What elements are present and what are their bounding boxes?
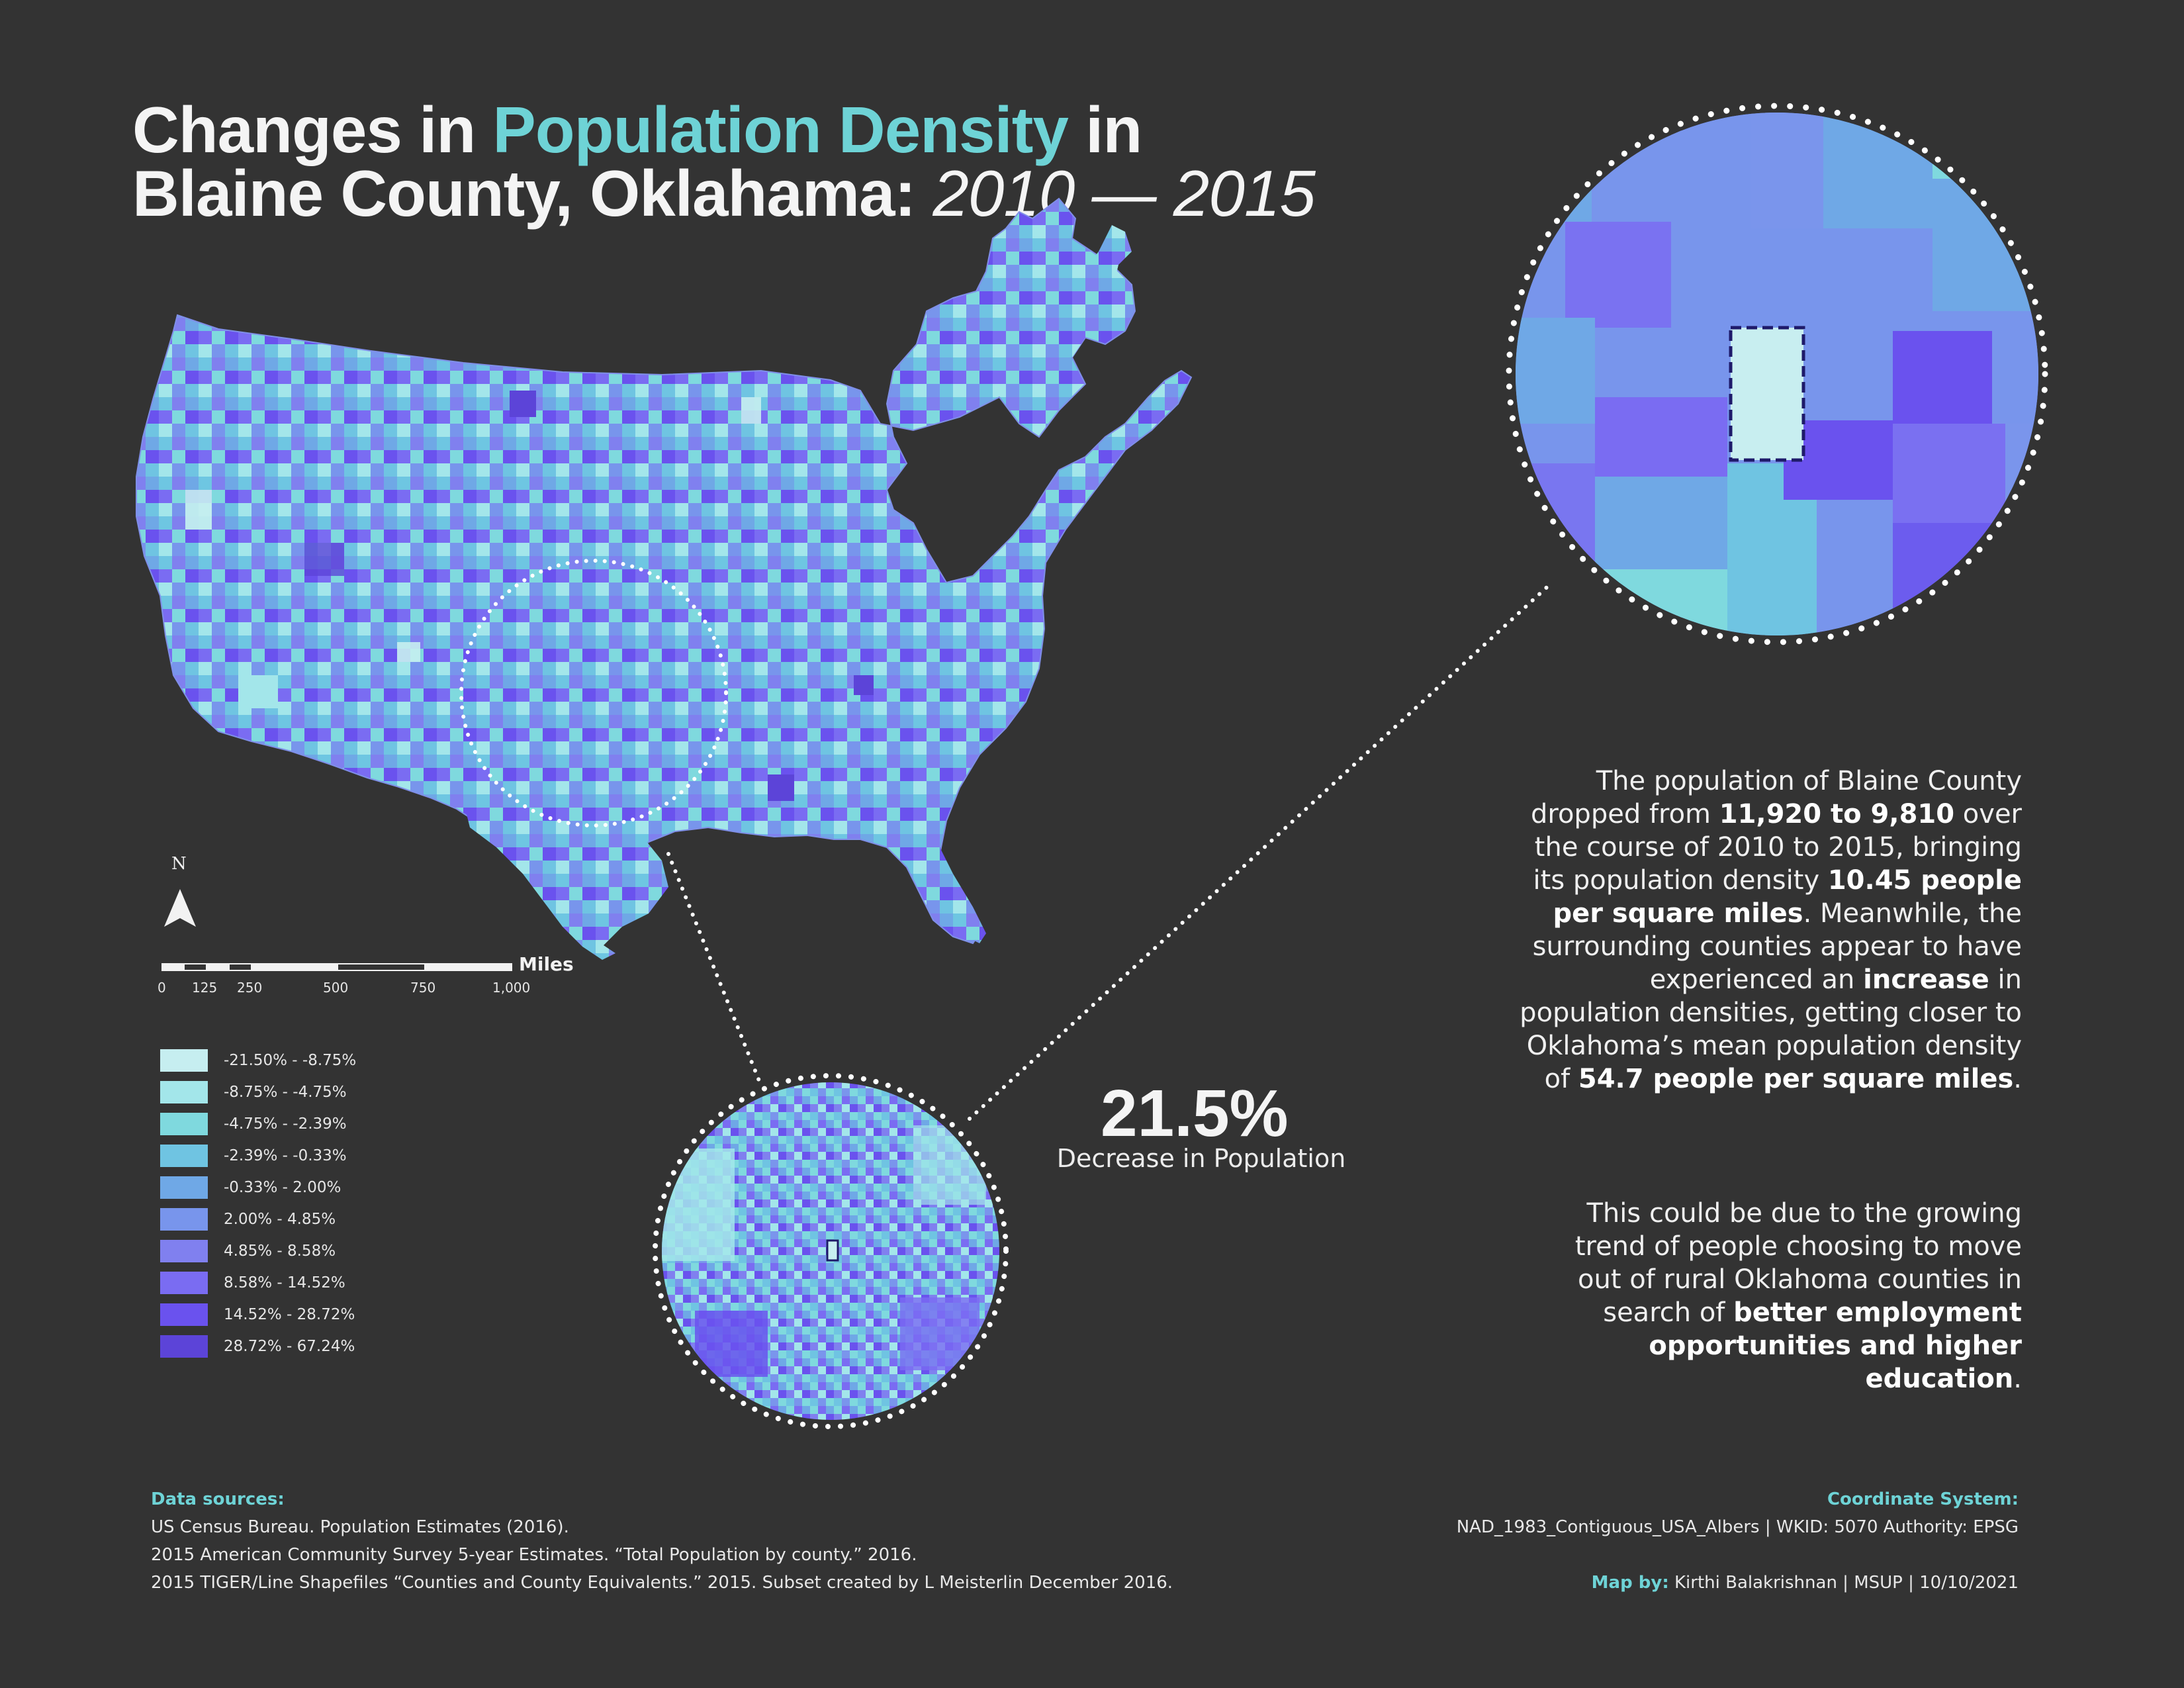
title-accent: Population Density: [492, 93, 1069, 166]
p2-text-2: .: [2013, 1364, 2022, 1394]
legend-swatch: [160, 1208, 208, 1231]
p1-text-2: over the course of 2010 to 2015, bringin…: [1533, 799, 2022, 896]
p1-text-4: in population densities, getting closer …: [1520, 964, 2022, 1094]
legend-item: -2.39% - -0.33%: [160, 1145, 438, 1167]
legend-label: -2.39% - -0.33%: [224, 1147, 347, 1164]
legend-label: -21.50% - -8.75%: [224, 1052, 357, 1069]
credit-heading: Map by:: [1591, 1573, 1669, 1593]
inset-small-map: [653, 1073, 1009, 1429]
map-title: Changes in Population Density in Blaine …: [132, 97, 1316, 226]
p1-bold-1: 11,920 to 9,810: [1719, 799, 1955, 829]
legend-item: 8.58% - 14.52%: [160, 1272, 438, 1294]
legend-label: 14.52% - 28.72%: [224, 1306, 355, 1323]
title-line2: Blaine County, Oklahama:: [132, 157, 933, 230]
p1-bold-4: 54.7 people per square miles: [1578, 1064, 2014, 1094]
scale-tick-750: 750: [410, 980, 436, 996]
data-source-2: 2015 American Community Survey 5-year Es…: [151, 1545, 917, 1565]
north-label: N: [171, 854, 187, 874]
legend-swatch: [160, 1145, 208, 1167]
legend-item: 4.85% - 8.58%: [160, 1240, 438, 1262]
title-part1: Changes in: [132, 93, 493, 166]
inset-large-map: [1506, 103, 2048, 645]
legend-label: 28.72% - 67.24%: [224, 1338, 355, 1355]
scale-tick-500: 500: [323, 980, 349, 996]
credit-text: Kirthi Balakrishnan | MSUP | 10/10/2021: [1668, 1573, 2019, 1593]
data-source-3: 2015 TIGER/Line Shapefiles “Counties and…: [151, 1573, 1173, 1593]
data-source-1: US Census Bureau. Population Estimates (…: [151, 1517, 569, 1537]
legend-label: -8.75% - -4.75%: [224, 1084, 347, 1101]
scale-tick-1000: 1,000: [492, 980, 531, 996]
north-arrow-icon: [164, 889, 196, 927]
legend-item: 14.52% - 28.72%: [160, 1303, 438, 1326]
connector-line-small: [666, 852, 763, 1088]
scale-tick-0: 0: [158, 980, 166, 996]
focus-circle-main: [459, 559, 728, 827]
p2-text-1: This could be due to the growing trend o…: [1574, 1198, 2022, 1328]
connector-line-large: [968, 581, 1554, 1121]
stat-value: 21.5%: [1101, 1076, 1289, 1150]
legend-swatch: [160, 1335, 208, 1358]
p2-bold-1: better employment opportunities and high…: [1649, 1297, 2022, 1394]
scale-tick-250: 250: [237, 980, 263, 996]
data-sources-heading: Data sources:: [151, 1489, 285, 1509]
legend-swatch: [160, 1240, 208, 1262]
title-years: 2010 — 2015: [933, 157, 1315, 230]
scale-unit-label: Miles: [519, 953, 574, 975]
stat-label: Decrease in Population: [1056, 1144, 1346, 1173]
p1-bold-3: increase: [1863, 964, 1989, 995]
legend-item: 28.72% - 67.24%: [160, 1335, 438, 1358]
legend-item: -8.75% - -4.75%: [160, 1081, 438, 1103]
legend-item: -0.33% - 2.00%: [160, 1176, 438, 1199]
legend-swatch: [160, 1113, 208, 1135]
coordinate-system-text: NAD_1983_Contiguous_USA_Albers | WKID: 5…: [1456, 1517, 2019, 1537]
legend-label: 4.85% - 8.58%: [224, 1243, 336, 1260]
p1-text-1: The population of Blaine County dropped …: [1531, 766, 2022, 829]
legend-label: -4.75% - -2.39%: [224, 1115, 347, 1133]
legend-label: 2.00% - 4.85%: [224, 1211, 336, 1228]
legend-swatch: [160, 1049, 208, 1072]
legend-label: -0.33% - 2.00%: [224, 1179, 341, 1196]
legend-swatch: [160, 1272, 208, 1294]
legend-label: 8.58% - 14.52%: [224, 1274, 345, 1291]
legend-swatch: [160, 1176, 208, 1199]
scale-tick-125: 125: [192, 980, 218, 996]
description-paragraph-1: The population of Blaine County dropped …: [1519, 765, 2022, 1096]
description-paragraph-2: This could be due to the growing trend o…: [1559, 1197, 2022, 1395]
legend-item: -4.75% - -2.39%: [160, 1113, 438, 1135]
p1-text-5: .: [2013, 1064, 2022, 1094]
legend-swatch: [160, 1303, 208, 1326]
scale-bar: [161, 963, 512, 971]
legend-item: -21.50% - -8.75%: [160, 1049, 438, 1072]
us-choropleth-map: [136, 197, 1193, 960]
p1-bold-2: 10.45 people per square miles: [1553, 865, 2022, 929]
p1-text-3: . Meanwhile, the surrounding counties ap…: [1532, 898, 2022, 995]
legend-item: 2.00% - 4.85%: [160, 1208, 438, 1231]
map-credit: Map by: Kirthi Balakrishnan | MSUP | 10/…: [1592, 1573, 2019, 1593]
coordinate-system-heading: Coordinate System:: [1827, 1489, 2019, 1509]
legend-swatch: [160, 1081, 208, 1103]
title-part2: in: [1068, 93, 1142, 166]
